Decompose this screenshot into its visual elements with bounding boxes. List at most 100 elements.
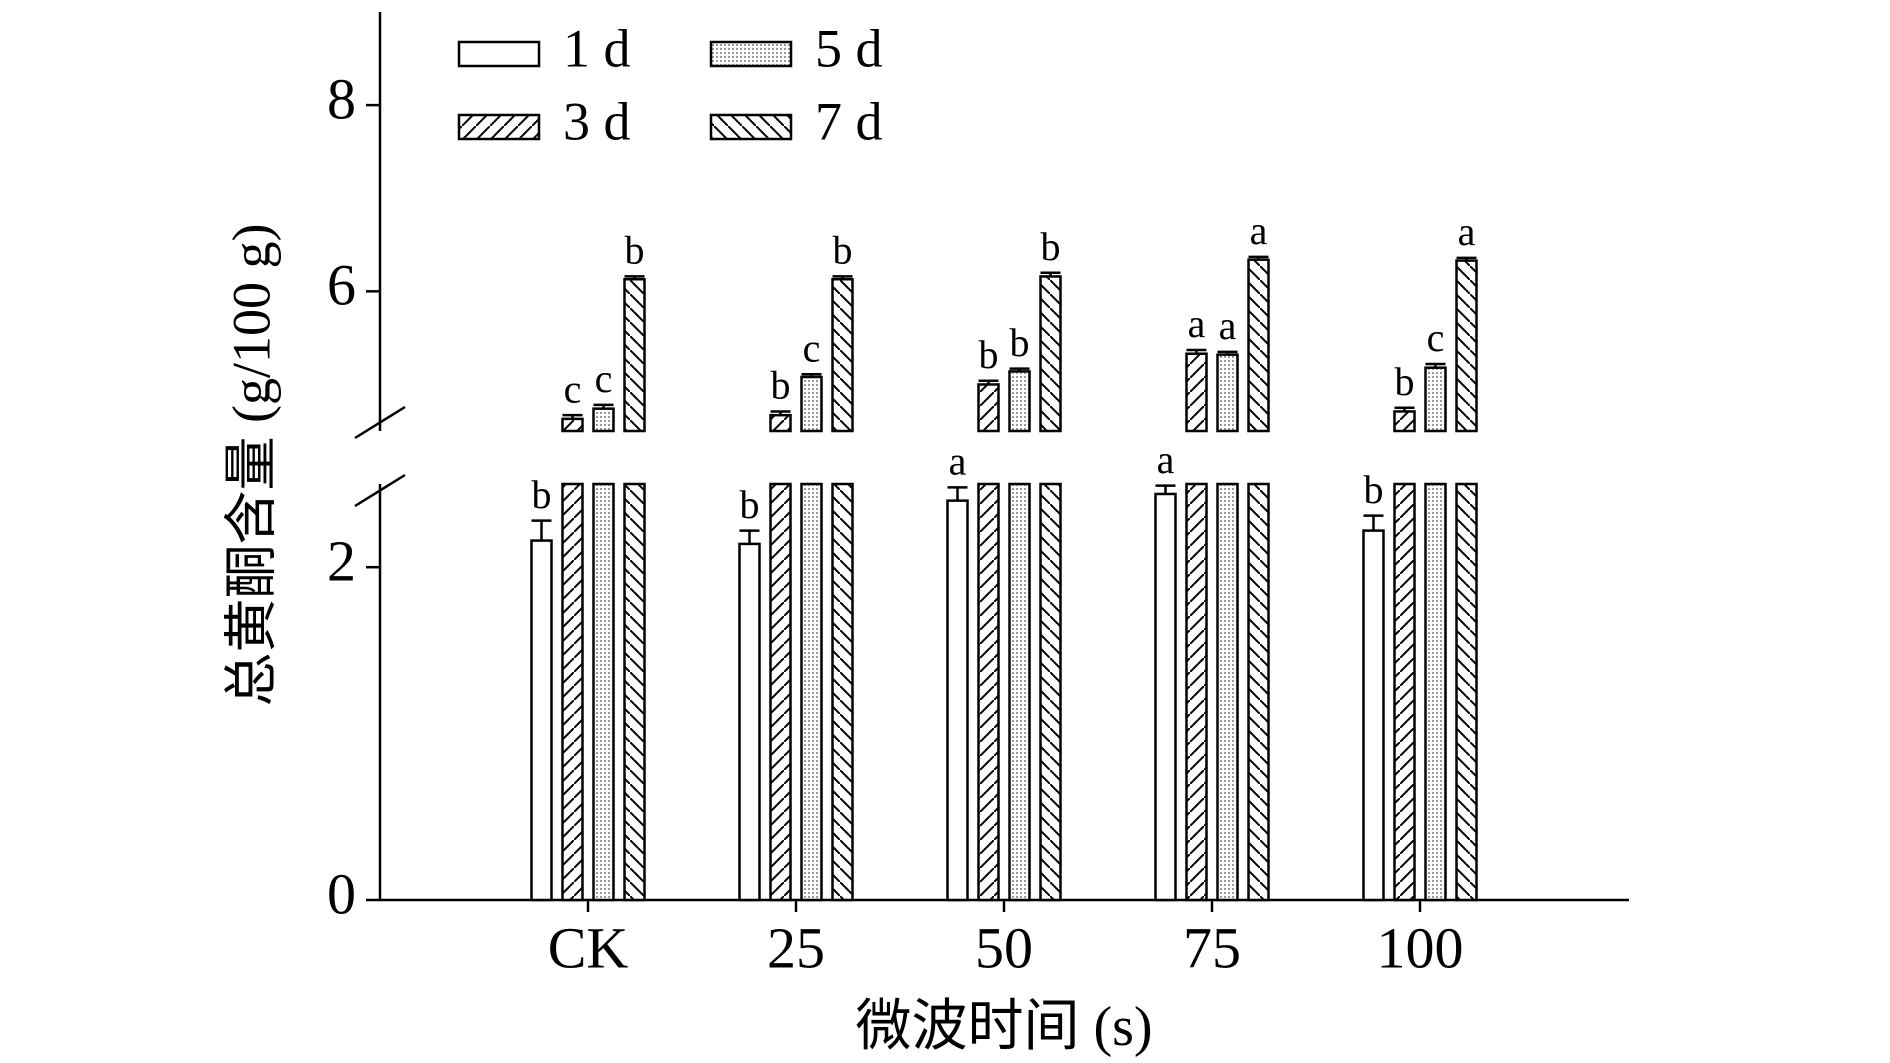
bar [738,542,761,902]
x-tick-label: CK [548,915,629,980]
bar-part [1424,366,1447,433]
bar [1424,366,1447,902]
legend-label: 7 d [815,91,883,151]
error-bar [978,379,999,385]
error-bar [1363,514,1384,531]
legend-swatch [457,40,541,68]
bar [530,539,553,902]
bar [1247,258,1270,902]
bar [561,417,584,902]
x-tick-label: 75 [1183,915,1241,980]
bar-part [1008,482,1031,902]
error-bar [1456,256,1477,261]
bar-part [1185,352,1208,433]
error-bar [1040,271,1061,277]
significance-letter: a [1458,209,1476,254]
bar [1455,259,1478,902]
bar-part [738,542,761,902]
legend-swatch [709,113,793,141]
error-bar [832,275,853,280]
bar-part [1185,482,1208,902]
bar-part [769,413,792,433]
bar-part [1424,482,1447,902]
bar [1008,370,1031,902]
y-axis-title: 总黄酮含量 (g/100 g) [221,224,281,707]
bar-part [800,482,823,902]
significance-letter: b [1364,467,1384,512]
significance-letter: b [979,332,999,377]
bar-part [800,375,823,433]
significance-letter: b [771,363,791,408]
significance-letter: b [740,482,760,527]
bar-part [1393,482,1416,902]
significance-letter: b [1010,320,1030,365]
bar-part [1455,259,1478,433]
x-tick-label: 25 [767,915,825,980]
y-tick-label: 6 [327,253,356,318]
bar-part [592,482,615,902]
significance-letter: a [1219,303,1237,348]
significance-letter: a [1157,437,1175,482]
significance-letter: b [532,472,552,517]
bar [1185,352,1208,902]
significance-letter: a [1250,208,1268,253]
x-tick-label: 50 [975,915,1033,980]
error-bar [801,372,822,377]
x-axis-title: 微波时间 (s) [855,996,1152,1058]
significance-letter: c [1427,315,1445,360]
bar-part [623,277,646,433]
significance-letter: b [833,228,853,273]
bar-part [831,277,854,433]
bar [1362,529,1385,902]
legend-label: 5 d [815,18,883,78]
bar [1039,275,1062,902]
legend-swatch [457,113,541,141]
bar-part [1008,370,1031,433]
bar-part [769,482,792,902]
bar-part [1247,258,1270,433]
error-bar [1394,406,1415,412]
bar-part [1247,482,1270,902]
bar-part [1216,353,1239,433]
bar-part [977,383,1000,433]
significance-letter: a [1188,301,1206,346]
y-tick-label: 8 [327,66,356,131]
error-bar [531,519,552,541]
error-bar [1248,255,1269,260]
significance-letter: a [949,438,967,483]
y-tick-label: 2 [327,529,356,594]
bar [946,499,969,902]
bar [1216,353,1239,902]
y-tick-label: 0 [327,861,356,926]
bar-part [592,407,615,433]
bar-part [1216,482,1239,902]
bar [592,407,615,902]
bar-part [977,482,1000,902]
bar-part [1039,482,1062,902]
bar [977,383,1000,902]
bar-part [561,482,584,902]
bar [1393,410,1416,902]
error-bar [1009,367,1030,372]
error-bar [593,403,614,409]
error-bar [624,275,645,280]
bar-part [1455,482,1478,902]
significance-letter: c [564,366,582,411]
error-bar [1217,350,1238,355]
bar-part [1362,529,1385,902]
error-bar [1425,362,1446,368]
significance-letter: c [803,325,821,370]
bar [831,277,854,902]
x-tick-label: 100 [1377,915,1464,980]
bar-part [530,539,553,902]
bar [1154,492,1177,902]
error-bar [739,529,760,544]
legend-label: 1 d [563,18,631,78]
bar [769,413,792,902]
error-bar [1155,484,1176,494]
bar-part [1393,410,1416,433]
bar [800,375,823,902]
bar-part [946,499,969,902]
legend-label: 3 d [563,91,631,151]
